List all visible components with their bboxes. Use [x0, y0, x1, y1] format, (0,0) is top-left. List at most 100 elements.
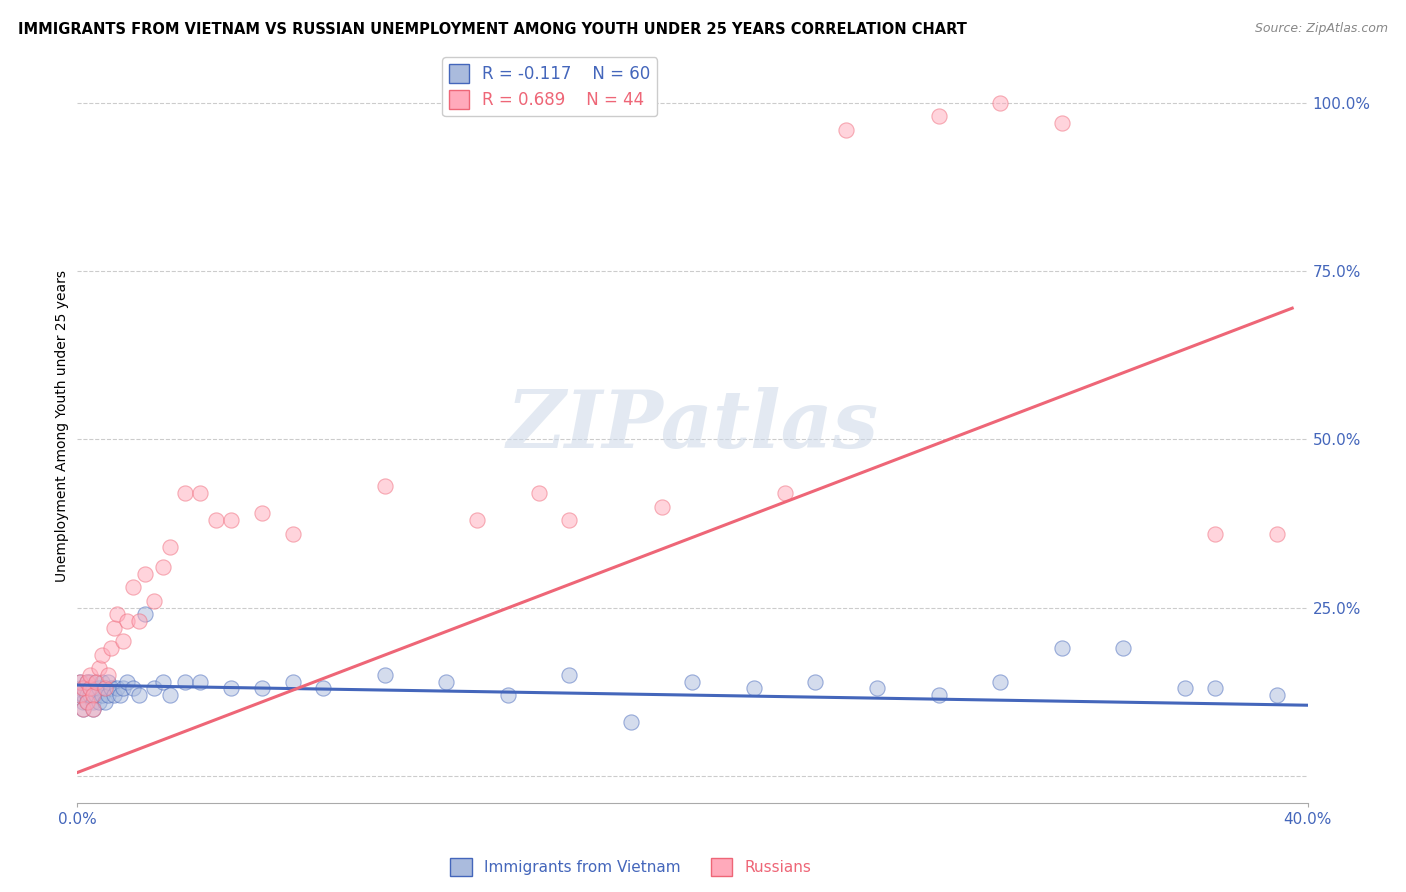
Text: Source: ZipAtlas.com: Source: ZipAtlas.com: [1254, 22, 1388, 36]
Point: [69, 674, 91, 689]
Point: [204, 513, 226, 527]
Point: [100, 640, 122, 655]
Point: [87, 681, 110, 696]
Point: [87, 695, 110, 709]
Point: [121, 581, 143, 595]
Point: [97, 674, 120, 689]
Point: [1112, 640, 1135, 655]
Point: [188, 674, 212, 689]
Point: [72, 681, 94, 696]
Point: [76, 674, 98, 689]
Point: [219, 513, 242, 527]
Point: [72, 695, 94, 709]
Point: [72, 681, 94, 696]
Point: [835, 123, 858, 137]
Point: [128, 688, 150, 702]
Point: [742, 681, 765, 696]
Point: [90, 674, 114, 689]
Point: [281, 674, 304, 689]
Point: [72, 688, 94, 702]
Point: [121, 681, 143, 696]
Point: [1050, 116, 1073, 130]
Point: [651, 500, 673, 514]
Point: [159, 688, 181, 702]
Point: [79, 688, 101, 702]
Point: [103, 621, 125, 635]
Y-axis label: Unemployment Among Youth under 25 years: Unemployment Among Youth under 25 years: [55, 270, 69, 582]
Point: [374, 668, 396, 682]
Point: [76, 688, 98, 702]
Point: [84, 674, 107, 689]
Point: [82, 695, 104, 709]
Point: [72, 701, 94, 715]
Point: [94, 681, 117, 696]
Point: [436, 674, 458, 689]
Point: [152, 560, 174, 574]
Point: [558, 513, 581, 527]
Point: [97, 688, 120, 702]
Text: IMMIGRANTS FROM VIETNAM VS RUSSIAN UNEMPLOYMENT AMONG YOUTH UNDER 25 YEARS CORRE: IMMIGRANTS FROM VIETNAM VS RUSSIAN UNEMP…: [18, 22, 967, 37]
Point: [76, 695, 98, 709]
Point: [496, 688, 519, 702]
Point: [1265, 526, 1288, 541]
Point: [105, 607, 128, 622]
Text: ZIPatlas: ZIPatlas: [506, 387, 879, 465]
Point: [866, 681, 889, 696]
Point: [94, 695, 117, 709]
Point: [103, 688, 125, 702]
Point: [90, 648, 114, 662]
Point: [87, 661, 110, 675]
Point: [159, 540, 181, 554]
Point: [76, 674, 98, 689]
Point: [69, 681, 91, 696]
Point: [72, 701, 94, 715]
Point: [928, 109, 950, 123]
Point: [134, 566, 156, 581]
Point: [69, 688, 91, 702]
Point: [682, 674, 704, 689]
Point: [465, 513, 488, 527]
Point: [134, 607, 156, 622]
Point: [1204, 526, 1226, 541]
Point: [115, 614, 138, 628]
Point: [76, 695, 98, 709]
Point: [804, 674, 827, 689]
Point: [97, 668, 120, 682]
Point: [84, 688, 107, 702]
Point: [1174, 681, 1197, 696]
Point: [82, 701, 104, 715]
Point: [110, 688, 132, 702]
Point: [143, 594, 166, 608]
Point: [558, 668, 581, 682]
Legend: Immigrants from Vietnam, Russians: Immigrants from Vietnam, Russians: [444, 852, 818, 882]
Point: [105, 681, 128, 696]
Point: [115, 674, 138, 689]
Point: [69, 688, 91, 702]
Point: [1204, 681, 1226, 696]
Point: [79, 668, 101, 682]
Point: [82, 688, 104, 702]
Point: [219, 681, 242, 696]
Point: [773, 486, 796, 500]
Point: [174, 674, 197, 689]
Point: [312, 681, 335, 696]
Point: [620, 714, 643, 729]
Point: [100, 681, 122, 696]
Point: [281, 526, 304, 541]
Point: [82, 701, 104, 715]
Point: [1265, 688, 1288, 702]
Point: [527, 486, 550, 500]
Point: [79, 681, 101, 696]
Point: [250, 681, 273, 696]
Point: [128, 614, 150, 628]
Point: [152, 674, 174, 689]
Point: [988, 674, 1011, 689]
Point: [174, 486, 197, 500]
Point: [94, 681, 117, 696]
Point: [1050, 640, 1073, 655]
Point: [82, 681, 104, 696]
Point: [84, 674, 107, 689]
Point: [69, 674, 91, 689]
Point: [374, 479, 396, 493]
Point: [988, 95, 1011, 110]
